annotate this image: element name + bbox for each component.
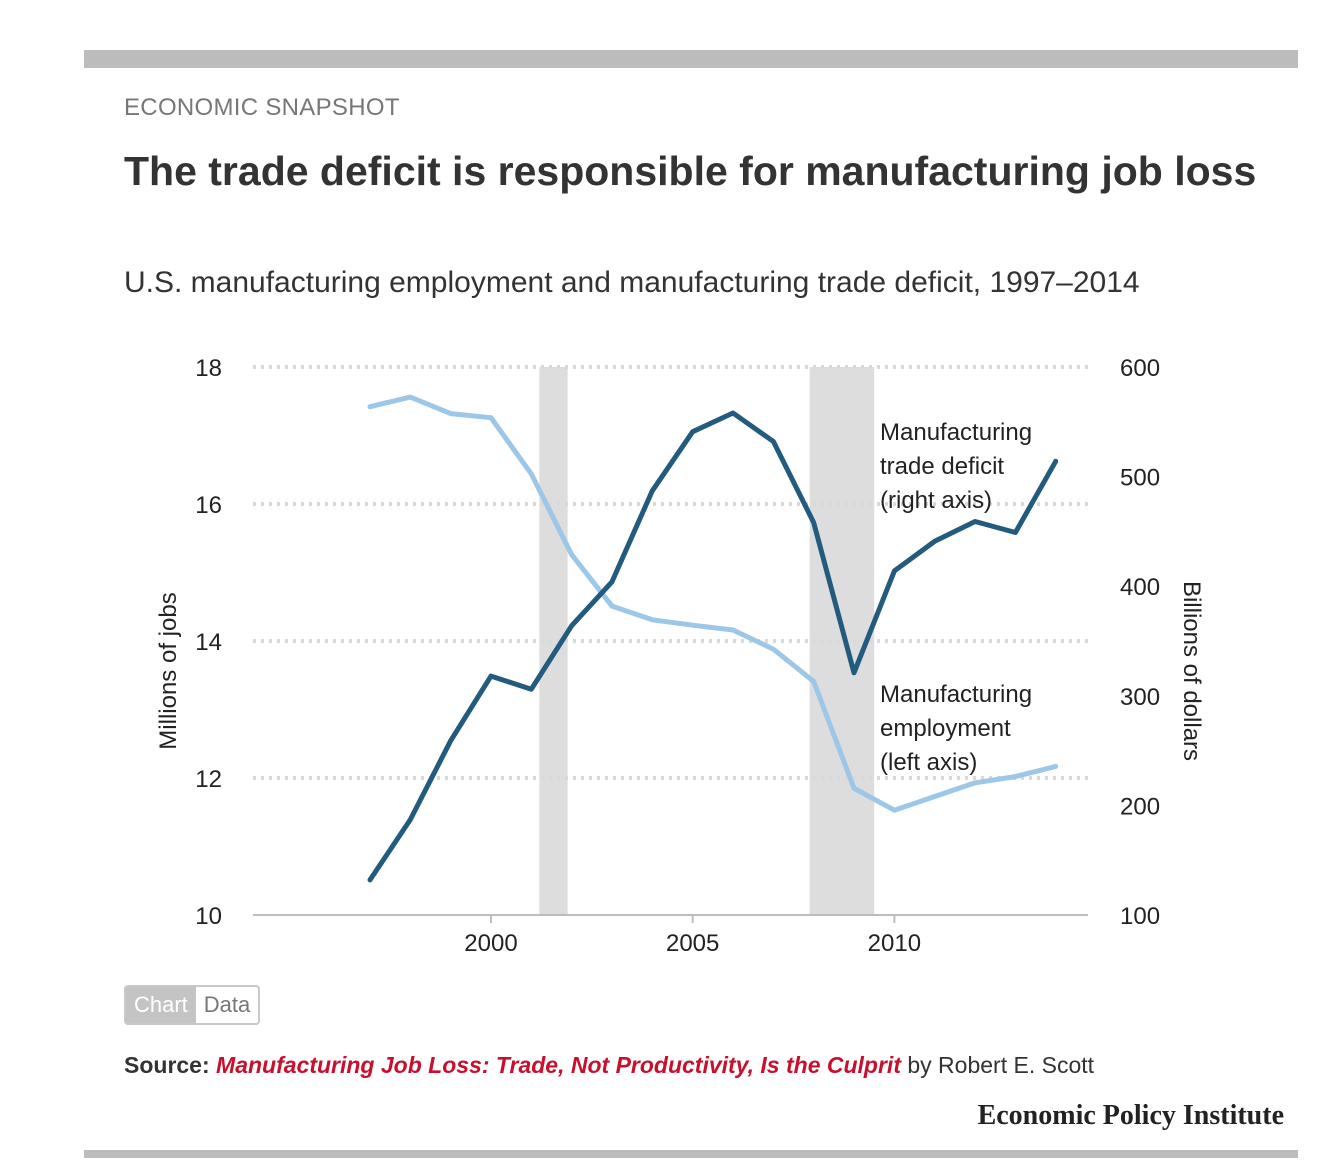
deficit-series-label: (right axis): [880, 487, 992, 514]
view-toggle: Chart Data: [124, 985, 261, 1025]
employment-series-label: (left axis): [880, 749, 977, 776]
x-tick-label: 2010: [868, 930, 921, 957]
deficit-series-label: trade deficit: [880, 453, 1004, 480]
top-rule: [84, 50, 1298, 68]
tab-data[interactable]: Data: [195, 987, 259, 1023]
chart-title: The trade deficit is responsible for man…: [124, 148, 1257, 194]
y-left-axis-title: Millions of jobs: [155, 592, 182, 749]
epi-logo: Economic Policy Institute: [977, 1100, 1284, 1131]
employment-line: [367, 394, 1059, 813]
source-link[interactable]: Manufacturing Job Loss: Trade, Not Produ…: [216, 1052, 901, 1078]
y-right-tick-label: 100: [1120, 903, 1160, 930]
source-line: Source: Manufacturing Job Loss: Trade, N…: [124, 1052, 1094, 1079]
y-left-tick-label: 18: [195, 355, 222, 382]
bottom-rule: [84, 1150, 1298, 1158]
deficit-line: [367, 410, 1059, 883]
source-byline: by Robert E. Scott: [900, 1052, 1095, 1078]
kicker: ECONOMIC SNAPSHOT: [124, 94, 400, 121]
deficit-series-label: Manufacturing: [880, 419, 1032, 446]
y-right-axis-title: Billions of dollars: [1178, 581, 1205, 761]
tab-chart[interactable]: Chart: [126, 987, 196, 1023]
y-right-tick-label: 500: [1120, 465, 1160, 492]
chart-subtitle: U.S. manufacturing employment and manufa…: [124, 266, 1140, 299]
y-right-tick-label: 300: [1120, 684, 1160, 711]
y-left-tick-label: 10: [195, 903, 222, 930]
x-tick-label: 2005: [666, 930, 719, 957]
y-right-tick-label: 200: [1120, 793, 1160, 820]
y-right-tick-label: 400: [1120, 574, 1160, 601]
y-right-tick-label: 600: [1120, 355, 1160, 382]
chart: 10 12 14 16 18 100 200 300 400 500 600 2000 2005 2010…: [155, 355, 1205, 957]
source-label: Source:: [124, 1052, 210, 1078]
y-left-tick-label: 16: [195, 492, 222, 519]
employment-series-label: Manufacturing: [880, 681, 1032, 708]
x-tick-label: 2000: [464, 930, 517, 957]
employment-series-label: employment: [880, 715, 1011, 742]
y-left-tick-label: 12: [195, 766, 222, 793]
y-left-tick-label: 14: [195, 629, 222, 656]
